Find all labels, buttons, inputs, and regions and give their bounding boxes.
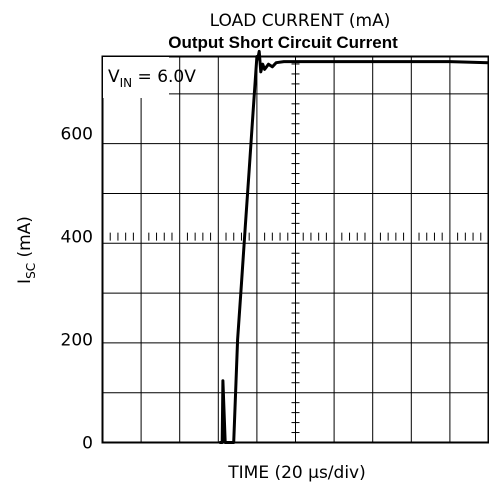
y-tick-label: 400 <box>61 228 93 248</box>
y-tick-label: 200 <box>61 331 93 351</box>
series-line <box>220 51 488 442</box>
data-series <box>220 51 488 442</box>
y-axis-label: ISC (mA) <box>15 216 38 284</box>
chart-title: Output Short Circuit Current <box>168 33 398 52</box>
y-tick-label: 0 <box>82 434 93 454</box>
load-current-label: LOAD CURRENT (mA) <box>210 11 391 31</box>
y-tick-label: 600 <box>61 125 93 145</box>
y-tick-labels: 0 200 400 600 <box>61 125 93 454</box>
grid <box>103 57 489 443</box>
x-axis-label: TIME (20 μs/div) <box>227 463 366 483</box>
